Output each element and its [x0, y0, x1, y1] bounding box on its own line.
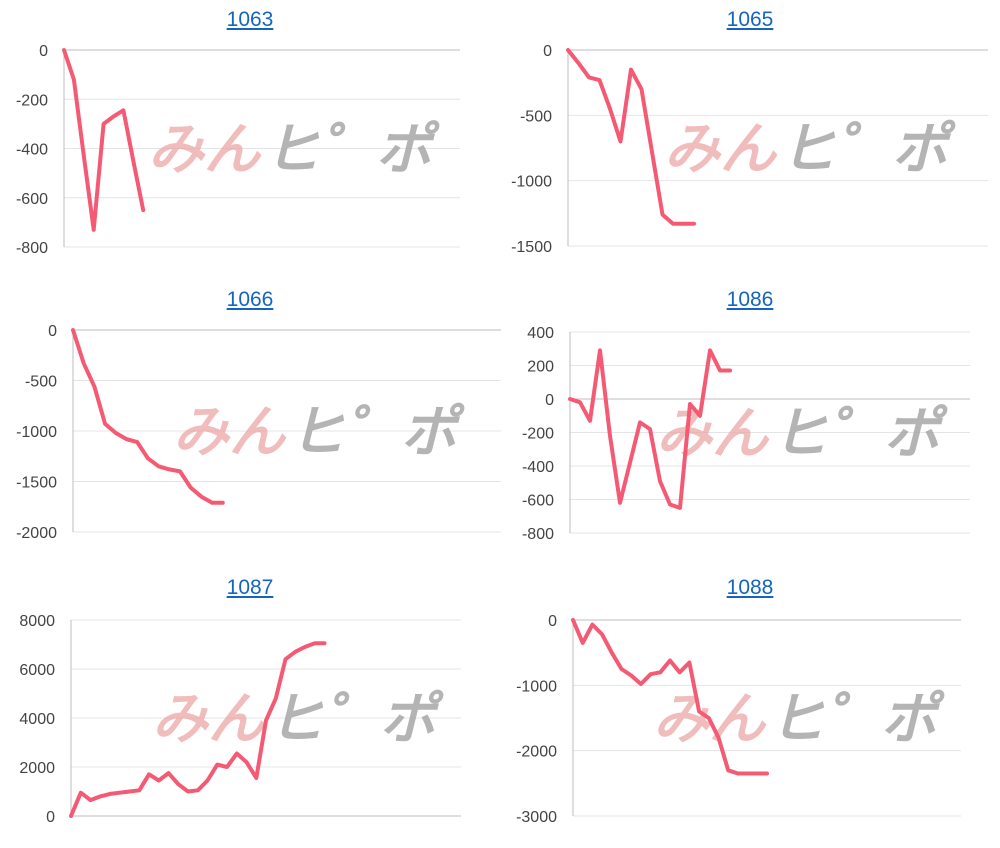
- watermark-text-2: ヒ゜ポ: [772, 402, 948, 467]
- y-tick-label: 0: [543, 43, 552, 60]
- y-tick-label: 4000: [19, 711, 55, 728]
- series-line: [62, 48, 146, 232]
- y-tick-label: -800: [16, 240, 48, 257]
- chart-title-link[interactable]: 1063: [226, 8, 274, 31]
- y-tick-label: -600: [522, 493, 554, 510]
- chart-panel-1086: 1086 400 200 0 -200 -400 -600 -800 みん ヒ゜ポ: [500, 280, 1000, 560]
- y-tick-label: 0: [48, 323, 57, 340]
- y-tick-label: -1000: [511, 174, 552, 191]
- watermark-text-1: みん: [173, 400, 287, 465]
- watermark-text-1: みん: [148, 118, 262, 183]
- line-chart: 0 -500 -1000 -1500 みん ヒ゜ポ: [511, 43, 988, 256]
- chart-title-link[interactable]: 1086: [726, 288, 774, 311]
- watermark-text-2: ヒ゜ポ: [264, 118, 440, 183]
- watermark-text-1: みん: [664, 117, 778, 182]
- y-tick-label: -800: [522, 526, 554, 543]
- watermark-logo: みん ヒ゜ポ: [148, 118, 440, 183]
- y-tick-label: -200: [522, 426, 554, 443]
- series-line: [69, 641, 327, 818]
- y-tick-label: -1000: [516, 678, 557, 695]
- y-tick-label: 2000: [19, 760, 55, 777]
- watermark-text-2: ヒ゜ポ: [769, 687, 945, 752]
- y-tick-label: 0: [46, 809, 55, 826]
- line-chart: 0 -200 -400 -600 -800 みん ヒ゜ポ: [16, 43, 460, 257]
- y-tick-label: 6000: [19, 662, 55, 679]
- chart-panel-1063: 1063 0 -200 -400 -600 -800 みん ヒ゜ポ: [0, 0, 500, 280]
- chart-panel-1088: 1088 0 -1000 -2000 -3000 みん ヒ゜ポ: [500, 568, 1000, 848]
- series-line: [568, 348, 732, 510]
- chart-title-link[interactable]: 1087: [226, 576, 274, 599]
- line-chart: 8000 6000 4000 2000 0 みん ヒ゜ポ: [19, 613, 461, 826]
- y-tick-label: 0: [545, 392, 554, 409]
- y-tick-label: -1500: [511, 239, 552, 256]
- y-tick-label: -3000: [516, 809, 557, 826]
- y-tick-label: -200: [16, 92, 48, 109]
- y-tick-label: -500: [25, 374, 57, 391]
- watermark-logo: みん ヒ゜ポ: [152, 687, 444, 752]
- chart-title-link[interactable]: 1088: [726, 576, 774, 599]
- y-tick-label: -400: [16, 142, 48, 159]
- y-tick-label: 8000: [19, 613, 55, 630]
- line-chart: 0 -500 -1000 -1500 -2000 みん ヒ゜ポ: [16, 323, 501, 542]
- watermark-text-1: みん: [152, 687, 266, 752]
- line-chart: 400 200 0 -200 -400 -600 -800 みん ヒ゜ポ: [522, 325, 970, 543]
- y-tick-label: -1000: [16, 424, 57, 441]
- watermark-logo: みん ヒ゜ポ: [173, 400, 465, 465]
- y-tick-label: 0: [39, 43, 48, 60]
- watermark-text-2: ヒ゜ポ: [289, 400, 465, 465]
- watermark-text-1: みん: [656, 402, 770, 467]
- chart-panel-1065: 1065 0 -500 -1000 -1500 みん ヒ゜ポ: [500, 0, 1000, 280]
- watermark-logo: みん ヒ゜ポ: [664, 117, 956, 182]
- chart-title-link[interactable]: 1065: [726, 8, 774, 31]
- y-tick-label: 200: [527, 359, 554, 376]
- y-tick-label: -2000: [16, 525, 57, 542]
- watermark-logo: みん ヒ゜ポ: [656, 402, 948, 467]
- y-tick-label: 400: [527, 325, 554, 342]
- y-tick-label: -2000: [516, 744, 557, 761]
- y-tick-label: -500: [520, 108, 552, 125]
- y-tick-label: -1500: [16, 475, 57, 492]
- watermark-text-2: ヒ゜ポ: [780, 117, 956, 182]
- series-line: [571, 618, 769, 776]
- y-tick-label: 0: [548, 613, 557, 630]
- y-tick-label: -600: [16, 191, 48, 208]
- chart-panel-1087: 1087 8000 6000 4000 2000 0 みん ヒ゜ポ: [0, 568, 500, 848]
- y-tick-label: -400: [522, 459, 554, 476]
- chart-title-link[interactable]: 1066: [226, 288, 274, 311]
- chart-panel-1066: 1066 0 -500 -1000 -1500 -2000 みん ヒ゜ポ: [0, 280, 501, 560]
- series-line: [566, 48, 696, 226]
- watermark-text-2: ヒ゜ポ: [268, 687, 444, 752]
- series-line: [71, 328, 225, 505]
